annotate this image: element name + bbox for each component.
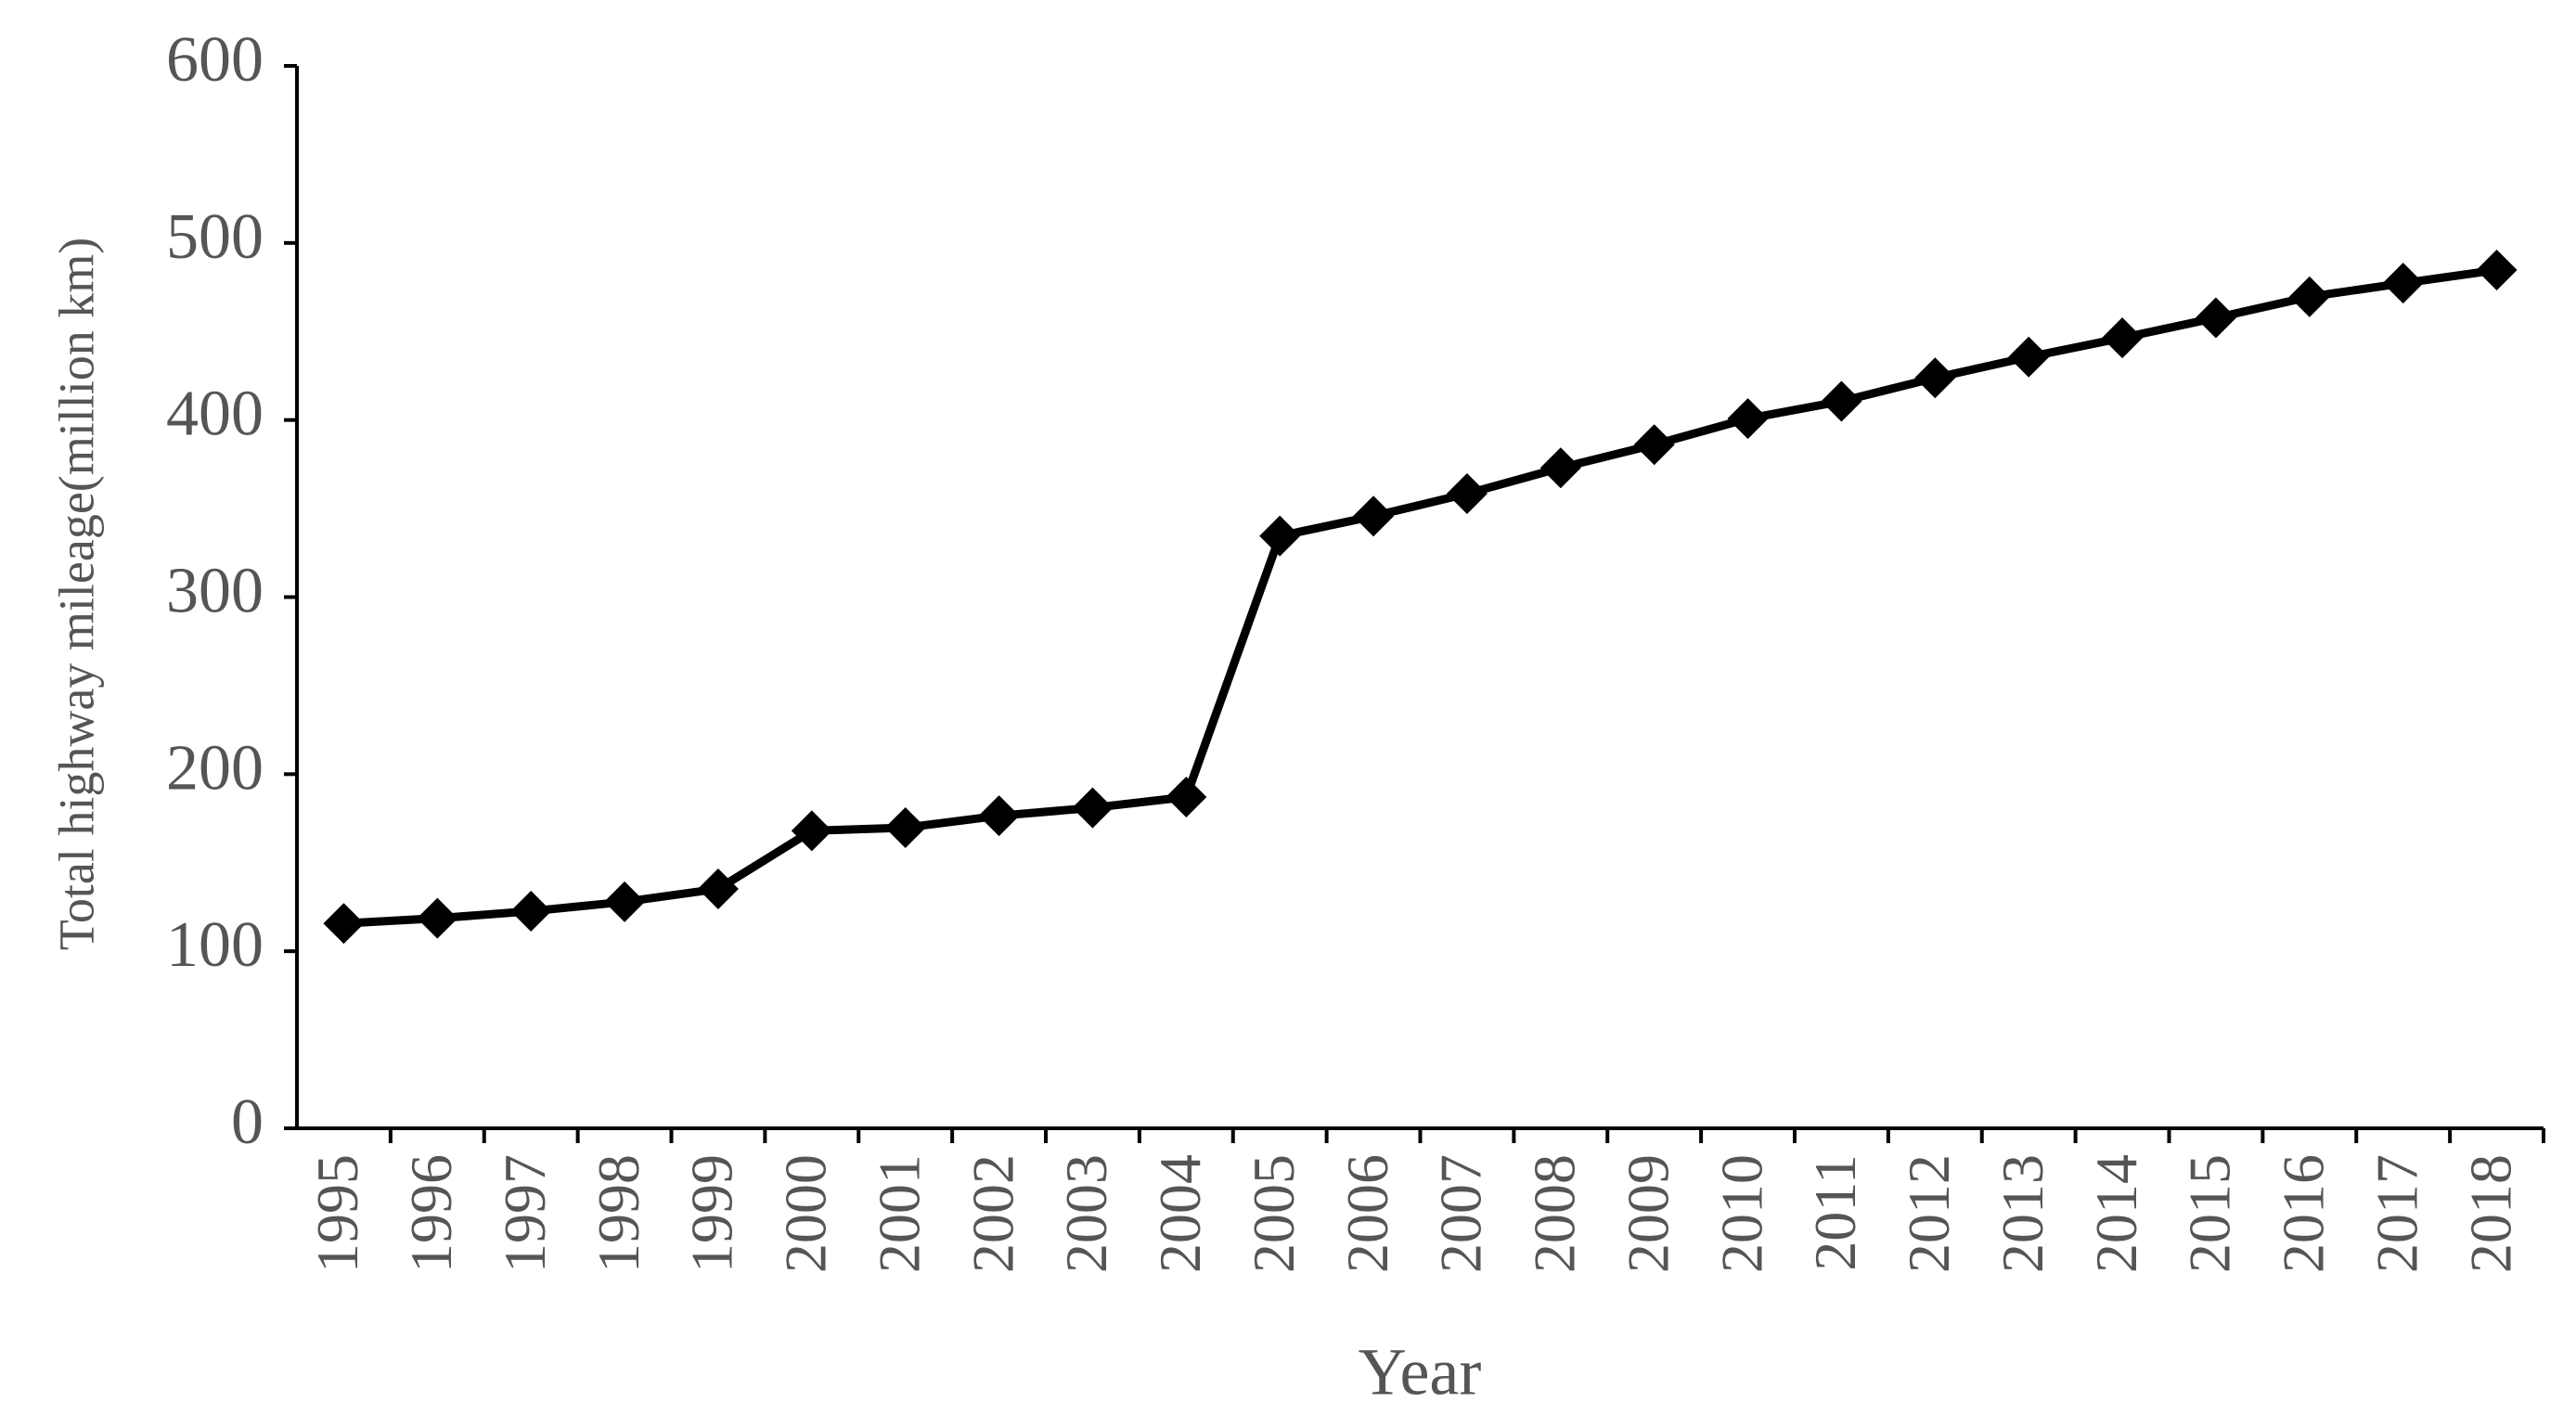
x-tick-label: 2000 <box>773 1154 839 1273</box>
data-point <box>604 881 646 922</box>
data-point <box>884 806 926 848</box>
data-point <box>1259 515 1301 557</box>
x-tick-label: 2014 <box>2083 1154 2149 1273</box>
y-tick-label: 0 <box>231 1087 264 1158</box>
y-tick-label: 100 <box>166 909 264 981</box>
data-point <box>1727 398 1769 440</box>
y-axis-title: Total highway mileage(million km) <box>48 238 104 951</box>
x-tick-label: 2015 <box>2177 1154 2243 1273</box>
data-point <box>978 795 1020 837</box>
data-point <box>697 868 739 909</box>
x-tick-label: 2018 <box>2457 1154 2523 1273</box>
data-point <box>2102 317 2144 359</box>
y-tick-label: 500 <box>166 201 264 273</box>
data-point <box>2476 250 2518 291</box>
x-tick-label: 2006 <box>1334 1154 1400 1273</box>
data-point <box>1166 776 1207 817</box>
x-tick-label: 1996 <box>398 1154 464 1273</box>
x-tick-label: 2012 <box>1896 1154 1962 1273</box>
x-tick-label: 2002 <box>960 1154 1025 1273</box>
x-tick-label: 2016 <box>2271 1154 2337 1273</box>
x-tick-label: 2017 <box>2363 1154 2429 1273</box>
x-tick-label: 2013 <box>1990 1154 2055 1273</box>
x-tick-label: 1995 <box>304 1154 370 1273</box>
x-tick-label: 2005 <box>1241 1154 1307 1273</box>
data-point <box>2382 263 2424 304</box>
data-point <box>1821 380 1862 422</box>
x-axis-title: Year <box>1359 1335 1482 1409</box>
y-tick-label: 200 <box>166 732 264 804</box>
data-point <box>2008 336 2050 378</box>
x-tick-label: 1999 <box>679 1154 745 1273</box>
y-tick-label: 400 <box>166 379 264 450</box>
data-line <box>343 265 2498 928</box>
data-point <box>323 903 365 945</box>
data-point <box>1353 495 1395 537</box>
x-tick-label: 2009 <box>1615 1154 1681 1273</box>
x-tick-label: 2011 <box>1802 1154 1868 1271</box>
x-tick-label: 2004 <box>1147 1154 1213 1273</box>
data-point <box>791 810 832 852</box>
data-point <box>1633 424 1675 466</box>
y-tick-label: 300 <box>166 556 264 627</box>
y-tick-label: 600 <box>166 24 264 96</box>
x-tick-label: 2001 <box>866 1154 932 1273</box>
x-tick-label: 2008 <box>1522 1154 1588 1273</box>
x-tick-label: 2007 <box>1428 1154 1494 1273</box>
data-point <box>1072 787 1114 829</box>
data-point <box>1914 357 1956 399</box>
data-point <box>2288 276 2330 317</box>
data-point <box>510 891 552 933</box>
data-point <box>1539 447 1581 489</box>
x-tick-label: 1997 <box>492 1154 558 1273</box>
x-tick-label: 2010 <box>1708 1154 1774 1273</box>
x-tick-label: 1998 <box>586 1154 651 1273</box>
data-point <box>2195 297 2236 339</box>
data-point <box>417 897 458 939</box>
data-point <box>1446 473 1488 515</box>
x-tick-label: 2003 <box>1053 1154 1119 1273</box>
